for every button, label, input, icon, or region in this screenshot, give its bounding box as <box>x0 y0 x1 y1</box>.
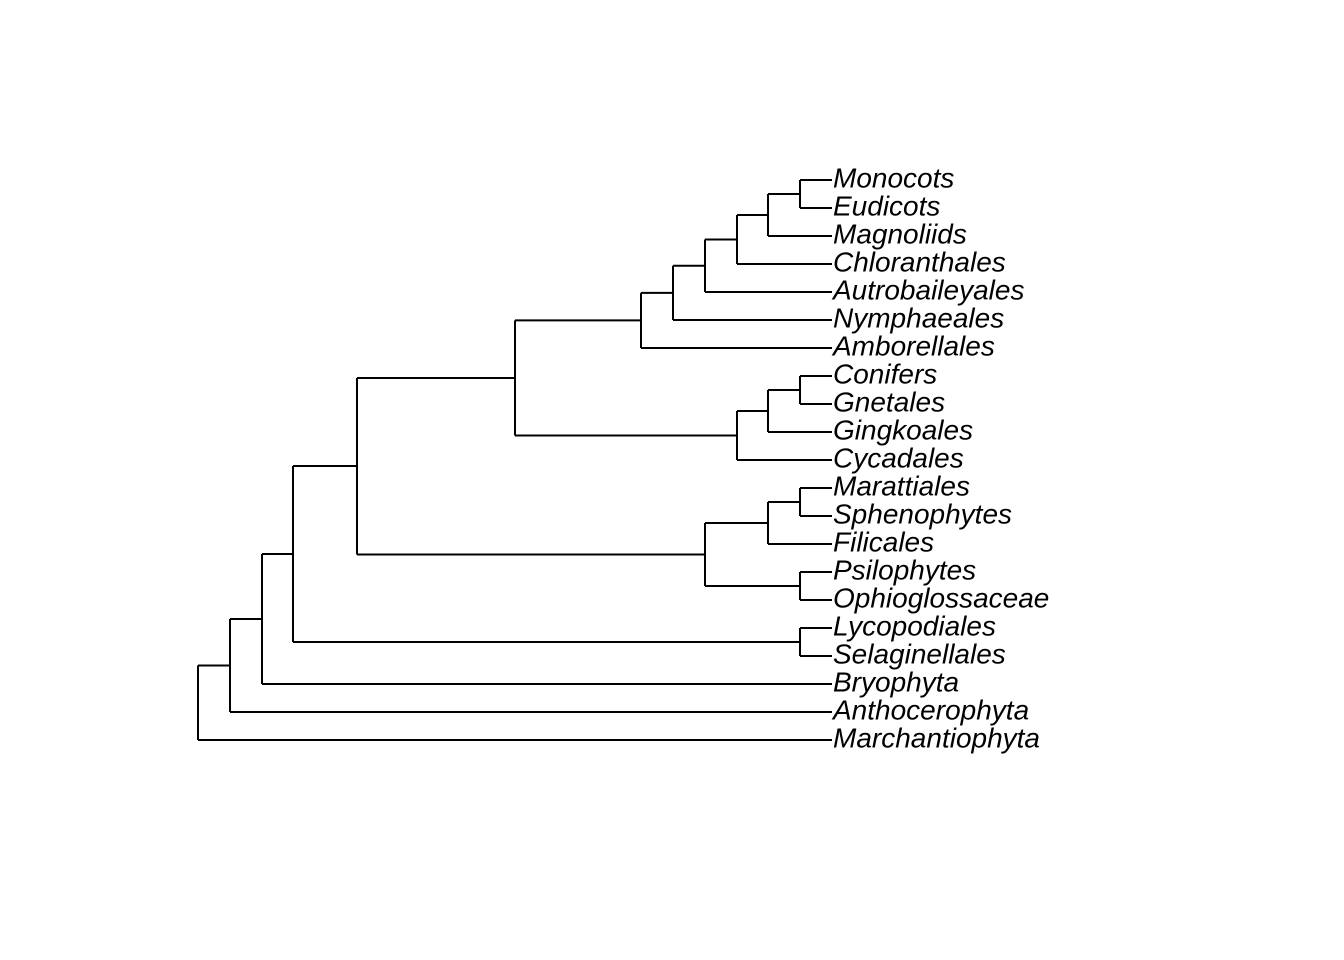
tip-label: Chloranthales <box>833 246 1006 277</box>
tip-label: Gingkoales <box>833 414 973 445</box>
tip-label: Nymphaeales <box>833 302 1004 333</box>
tip-label: Conifers <box>833 358 937 389</box>
tip-label: Amborellales <box>831 330 995 361</box>
tip-label: Psilophytes <box>833 554 976 585</box>
tip-label: Monocots <box>833 162 954 193</box>
tip-label: Gnetales <box>833 386 945 417</box>
tip-label: Sphenophytes <box>833 498 1012 529</box>
tip-label: Eudicots <box>833 190 940 221</box>
tip-labels: MonocotsEudicotsMagnoliidsChloranthalesA… <box>831 162 1049 753</box>
tip-label: Bryophyta <box>833 666 959 697</box>
tree-branches <box>197 179 832 741</box>
tip-label: Magnoliids <box>833 218 967 249</box>
tip-label: Cycadales <box>833 442 964 473</box>
tip-label: Ophioglossaceae <box>833 582 1049 613</box>
tip-label: Anthocerophyta <box>831 694 1029 725</box>
tip-label: Selaginellales <box>833 638 1006 669</box>
tip-label: Lycopodiales <box>833 610 996 641</box>
tip-label: Autrobaileyales <box>831 274 1024 305</box>
tip-label: Marchantiophyta <box>833 722 1040 753</box>
tip-label: Filicales <box>833 526 934 557</box>
tip-label: Marattiales <box>833 470 970 501</box>
